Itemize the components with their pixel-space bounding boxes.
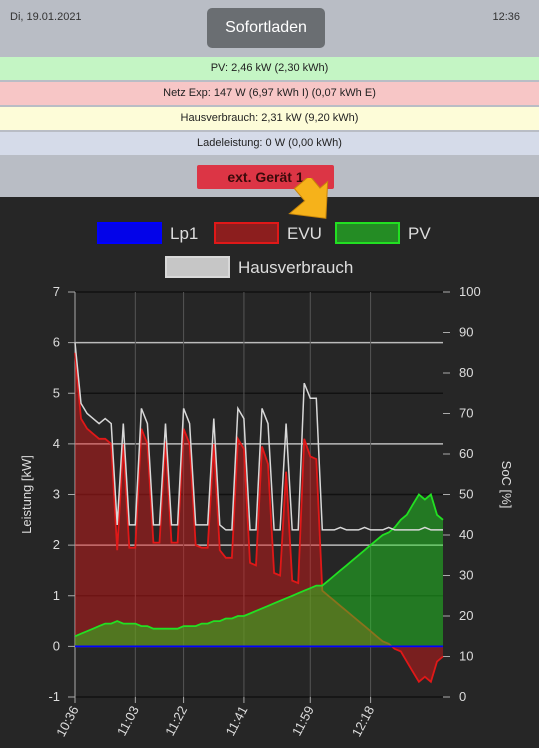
legend-swatch bbox=[335, 222, 400, 244]
y-tick-label: 0 bbox=[53, 638, 60, 653]
y2-tick-label: 0 bbox=[459, 689, 466, 704]
y-tick-label: 2 bbox=[53, 537, 60, 552]
status-charge: Ladeleistung: 0 W (0,00 kWh) bbox=[0, 132, 539, 155]
status-grid: Netz Exp: 147 W (6,97 kWh I) (0,07 kWh E… bbox=[0, 82, 539, 105]
y-tick-label: 3 bbox=[53, 487, 60, 502]
legend-label: Lp1 bbox=[170, 224, 198, 243]
status-house: Hausverbrauch: 2,31 kW (9,20 kWh) bbox=[0, 107, 539, 130]
y2-tick-label: 40 bbox=[459, 527, 473, 542]
time: 12:36 bbox=[492, 11, 520, 23]
legend-label: EVU bbox=[287, 224, 322, 243]
x-tick-label: 11:59 bbox=[289, 703, 317, 738]
y-axis-title: Leistung [kW] bbox=[19, 455, 34, 534]
charge-button[interactable]: Sofortladen bbox=[207, 8, 325, 48]
y2-tick-label: 60 bbox=[459, 446, 473, 461]
y2-tick-label: 30 bbox=[459, 568, 473, 583]
y-tick-label: 7 bbox=[53, 284, 60, 299]
x-tick-label: 12:18 bbox=[349, 703, 378, 739]
y2-tick-label: 20 bbox=[459, 608, 473, 623]
legend-label: PV bbox=[408, 224, 431, 243]
area bbox=[75, 494, 443, 647]
date: Di, 19.01.2021 bbox=[10, 11, 82, 23]
y-tick-label: 4 bbox=[53, 436, 60, 451]
legend-swatch bbox=[97, 222, 162, 244]
line bbox=[74, 342, 443, 531]
line bbox=[74, 352, 444, 684]
line bbox=[74, 492, 444, 638]
top-panel: Di, 19.01.2021 Sofortladen 12:36 PV: 2,4… bbox=[0, 0, 539, 197]
chart: Lp1 EVU PVHausverbrauch-101234567010203040… bbox=[19, 222, 514, 739]
y2-tick-label: 50 bbox=[459, 487, 473, 502]
x-tick-label: 11:03 bbox=[114, 703, 142, 738]
y-tick-label: 1 bbox=[53, 588, 60, 603]
x-tick-label: 11:41 bbox=[222, 703, 250, 738]
legend-swatch bbox=[165, 256, 230, 278]
y2-tick-label: 70 bbox=[459, 406, 473, 421]
y-tick-label: -1 bbox=[48, 689, 60, 704]
y2-axis-title: SoC [%] bbox=[499, 461, 514, 509]
y2-tick-label: 10 bbox=[459, 649, 473, 664]
y-tick-label: 6 bbox=[53, 335, 60, 350]
x-tick-label: 11:22 bbox=[162, 703, 190, 738]
y-tick-label: 5 bbox=[53, 385, 60, 400]
y2-tick-label: 90 bbox=[459, 325, 473, 340]
y2-tick-label: 100 bbox=[459, 284, 481, 299]
device-button[interactable]: ext. Gerät 1 bbox=[197, 165, 334, 189]
status-pv: PV: 2,46 kW (2,30 kWh) bbox=[0, 57, 539, 80]
x-tick-label: 10:36 bbox=[53, 703, 82, 739]
legend-label: Hausverbrauch bbox=[238, 258, 353, 277]
y2-tick-label: 80 bbox=[459, 365, 473, 380]
pointer-arrow bbox=[288, 178, 329, 219]
legend-swatch bbox=[214, 222, 279, 244]
